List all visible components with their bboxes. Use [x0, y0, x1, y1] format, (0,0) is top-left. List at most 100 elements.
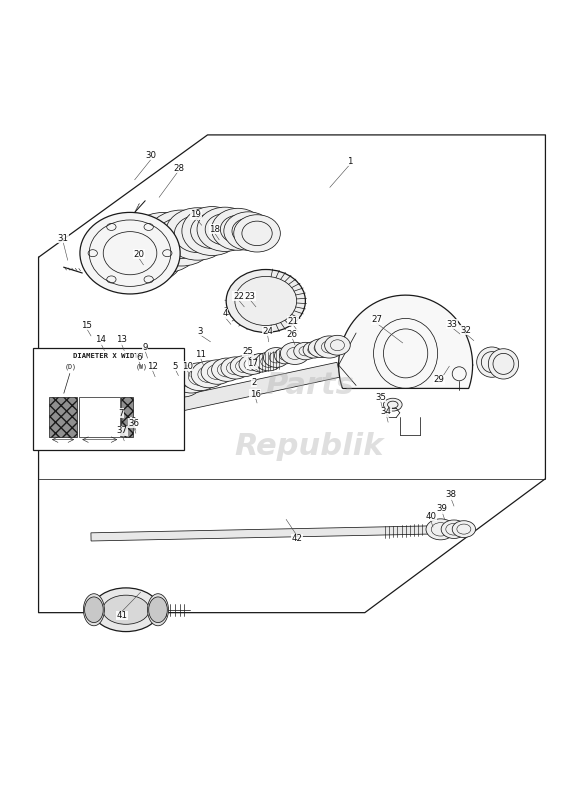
Text: 39: 39: [437, 505, 448, 514]
Text: 35: 35: [375, 393, 386, 402]
Text: 33: 33: [447, 320, 458, 329]
Ellipse shape: [154, 369, 193, 399]
Text: 12: 12: [147, 362, 158, 370]
Text: 37: 37: [116, 426, 127, 435]
Text: 26: 26: [287, 330, 297, 338]
Bar: [49, 397, 77, 437]
Ellipse shape: [384, 398, 402, 411]
Bar: [121, 397, 133, 437]
Text: 32: 32: [460, 326, 471, 334]
Text: 16: 16: [250, 390, 261, 398]
Text: 41: 41: [116, 611, 127, 620]
Text: 20: 20: [133, 250, 144, 259]
Ellipse shape: [477, 347, 507, 378]
Text: 21: 21: [288, 317, 298, 326]
Text: 5: 5: [173, 362, 178, 370]
Ellipse shape: [228, 279, 288, 328]
Text: 2: 2: [251, 378, 257, 387]
Text: DIAMETER X WIDTH: DIAMETER X WIDTH: [74, 354, 144, 359]
Ellipse shape: [144, 373, 183, 403]
Text: Parts: Parts: [265, 371, 354, 400]
Ellipse shape: [147, 210, 216, 266]
Ellipse shape: [182, 206, 242, 255]
Text: (W): (W): [136, 364, 148, 370]
Text: 10: 10: [182, 362, 193, 370]
Ellipse shape: [308, 339, 334, 358]
Ellipse shape: [124, 379, 164, 410]
Ellipse shape: [303, 342, 324, 358]
Ellipse shape: [234, 214, 280, 252]
Text: 1: 1: [347, 157, 353, 166]
Ellipse shape: [92, 588, 159, 631]
Text: 19: 19: [190, 210, 201, 219]
Polygon shape: [91, 526, 432, 541]
Ellipse shape: [148, 594, 169, 626]
Text: 9: 9: [142, 343, 148, 352]
Text: 13: 13: [116, 335, 127, 345]
Text: 6: 6: [136, 353, 141, 362]
Ellipse shape: [149, 597, 168, 622]
Ellipse shape: [84, 594, 105, 626]
Text: 15: 15: [81, 321, 92, 330]
Ellipse shape: [197, 207, 253, 251]
Text: 3: 3: [197, 326, 203, 336]
Ellipse shape: [61, 390, 96, 436]
FancyBboxPatch shape: [33, 347, 184, 450]
Ellipse shape: [116, 412, 137, 426]
Text: 36: 36: [128, 419, 139, 428]
Ellipse shape: [221, 357, 250, 379]
Ellipse shape: [426, 519, 455, 540]
Ellipse shape: [103, 595, 150, 624]
Text: Republik: Republik: [235, 432, 384, 461]
Ellipse shape: [191, 361, 226, 388]
Ellipse shape: [88, 391, 127, 422]
Ellipse shape: [112, 383, 152, 414]
Ellipse shape: [102, 218, 185, 286]
Ellipse shape: [441, 520, 467, 538]
Ellipse shape: [126, 212, 201, 273]
Ellipse shape: [172, 365, 210, 393]
Ellipse shape: [134, 375, 173, 406]
Ellipse shape: [163, 366, 202, 397]
Text: 18: 18: [209, 225, 220, 234]
Ellipse shape: [452, 521, 475, 538]
Ellipse shape: [248, 354, 274, 372]
Ellipse shape: [280, 342, 310, 365]
Ellipse shape: [256, 352, 281, 371]
Ellipse shape: [239, 354, 266, 374]
Text: 11: 11: [195, 350, 206, 359]
Text: 23: 23: [245, 292, 256, 301]
Ellipse shape: [165, 208, 230, 260]
Text: 7: 7: [119, 409, 124, 418]
Ellipse shape: [488, 349, 519, 379]
Text: (D): (D): [65, 364, 77, 370]
Text: 28: 28: [173, 164, 184, 173]
Text: 17: 17: [247, 359, 258, 368]
Text: 8: 8: [131, 417, 136, 426]
Text: 29: 29: [433, 375, 444, 384]
Text: 27: 27: [371, 315, 382, 324]
Ellipse shape: [315, 336, 344, 358]
Polygon shape: [339, 295, 472, 389]
Ellipse shape: [224, 212, 273, 250]
Ellipse shape: [263, 347, 289, 367]
Text: 25: 25: [243, 347, 254, 356]
Ellipse shape: [181, 362, 218, 390]
Ellipse shape: [294, 342, 317, 360]
Text: 31: 31: [58, 234, 68, 242]
Text: 22: 22: [233, 292, 244, 301]
Text: 42: 42: [291, 534, 302, 543]
Text: 34: 34: [381, 407, 392, 416]
Ellipse shape: [211, 208, 264, 250]
Ellipse shape: [211, 358, 242, 382]
Ellipse shape: [80, 212, 180, 294]
Polygon shape: [92, 362, 340, 430]
Ellipse shape: [230, 356, 258, 377]
Text: 4: 4: [223, 310, 228, 318]
Text: 14: 14: [95, 335, 106, 345]
Ellipse shape: [79, 406, 93, 417]
Text: 24: 24: [262, 326, 273, 336]
Text: 38: 38: [446, 490, 457, 499]
Ellipse shape: [325, 335, 350, 355]
Bar: [79, 397, 120, 437]
